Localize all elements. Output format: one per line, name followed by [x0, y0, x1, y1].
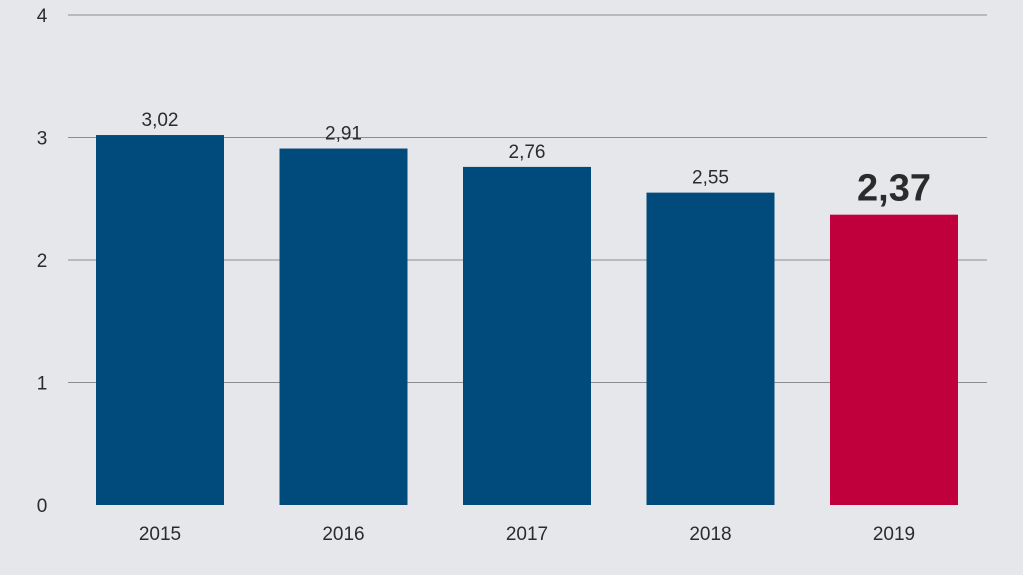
- data-label-2019: 2,37: [857, 168, 931, 210]
- bar-2018: [646, 192, 775, 505]
- x-tick-label-2015: 2015: [139, 524, 181, 545]
- x-tick-label-2017: 2017: [506, 524, 548, 545]
- bar-2015: [96, 135, 224, 506]
- x-axis: 2015 2016 2017 2018 2019: [139, 524, 915, 545]
- data-label-2015: 3,02: [142, 110, 179, 131]
- y-tick-label-4: 4: [37, 6, 48, 27]
- data-label-2018: 2,55: [692, 168, 729, 189]
- data-label-2016: 2,91: [325, 124, 362, 145]
- x-tick-label-2018: 2018: [689, 524, 731, 545]
- x-tick-label-2016: 2016: [322, 524, 364, 545]
- bar-2016: [279, 148, 408, 505]
- y-tick-label-1: 1: [37, 374, 48, 395]
- y-tick-label-2: 2: [37, 251, 48, 272]
- data-labels: 3,02 2,91 2,76 2,55 2,37: [142, 110, 931, 210]
- y-axis: 0 1 2 3 4: [37, 6, 48, 517]
- x-tick-label-2019: 2019: [873, 524, 915, 545]
- y-tick-label-0: 0: [37, 496, 48, 517]
- data-label-2017: 2,76: [509, 142, 546, 163]
- bars: [96, 135, 958, 506]
- y-tick-label-3: 3: [37, 129, 48, 150]
- bar-2017: [463, 166, 591, 505]
- bar-2019: [830, 214, 958, 506]
